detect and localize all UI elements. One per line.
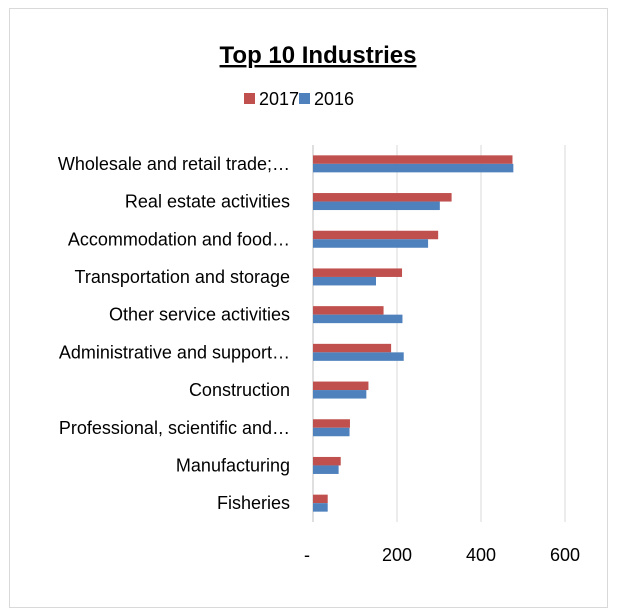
bar-chart: Top 10 Industries 2017 2016 Wholesale and… <box>58 42 580 565</box>
bar-2016-1 <box>313 201 440 211</box>
bar-2017-9 <box>313 494 328 504</box>
x-tick-label: 400 <box>466 545 496 565</box>
bar-2016-6 <box>313 390 367 399</box>
category-label: Transportation and storage <box>75 267 290 287</box>
bar-2017-6 <box>313 381 369 391</box>
category-label: Construction <box>189 380 290 400</box>
legend-swatch-2017 <box>244 93 255 104</box>
bar-2017-4 <box>313 306 384 315</box>
bar-2017-1 <box>313 193 452 202</box>
bar-2016-0 <box>313 163 514 173</box>
x-tick-label: 200 <box>382 545 412 565</box>
bar-2016-5 <box>313 352 404 361</box>
bars <box>313 155 514 512</box>
legend-label-2017: 2017 <box>259 89 299 109</box>
x-tick-label: 600 <box>550 545 580 565</box>
category-label: Accommodation and food… <box>68 229 290 249</box>
bar-2017-8 <box>313 456 341 466</box>
category-label: Wholesale and retail trade;… <box>58 154 290 174</box>
bar-2016-2 <box>313 239 429 248</box>
bar-2016-3 <box>313 276 376 286</box>
chart-frame <box>9 8 608 608</box>
bar-2016-8 <box>313 465 339 474</box>
legend-swatch-2016 <box>299 93 310 104</box>
bar-2017-5 <box>313 343 392 353</box>
bar-2017-3 <box>313 268 403 277</box>
legend-label-2016: 2016 <box>314 89 354 109</box>
category-label: Administrative and support… <box>59 342 290 362</box>
category-label: Other service activities <box>109 305 290 325</box>
bar-2017-7 <box>313 419 350 428</box>
x-tick-label: - <box>304 545 310 565</box>
category-labels: Wholesale and retail trade;… Real estate … <box>58 154 290 513</box>
chart-title: Top 10 Industries <box>220 42 417 69</box>
bar-2016-4 <box>313 314 403 324</box>
x-axis-tick-labels: - 200 400 600 <box>304 545 580 565</box>
category-label: Real estate activities <box>125 192 290 212</box>
category-label: Fisheries <box>217 493 290 513</box>
bar-2016-7 <box>313 427 350 437</box>
bar-2017-2 <box>313 230 439 240</box>
bar-2017-0 <box>313 155 513 164</box>
legend: 2017 2016 <box>244 89 354 109</box>
bar-2016-9 <box>313 503 328 512</box>
category-label: Professional, scientific and… <box>59 418 290 438</box>
category-label: Manufacturing <box>176 455 290 475</box>
